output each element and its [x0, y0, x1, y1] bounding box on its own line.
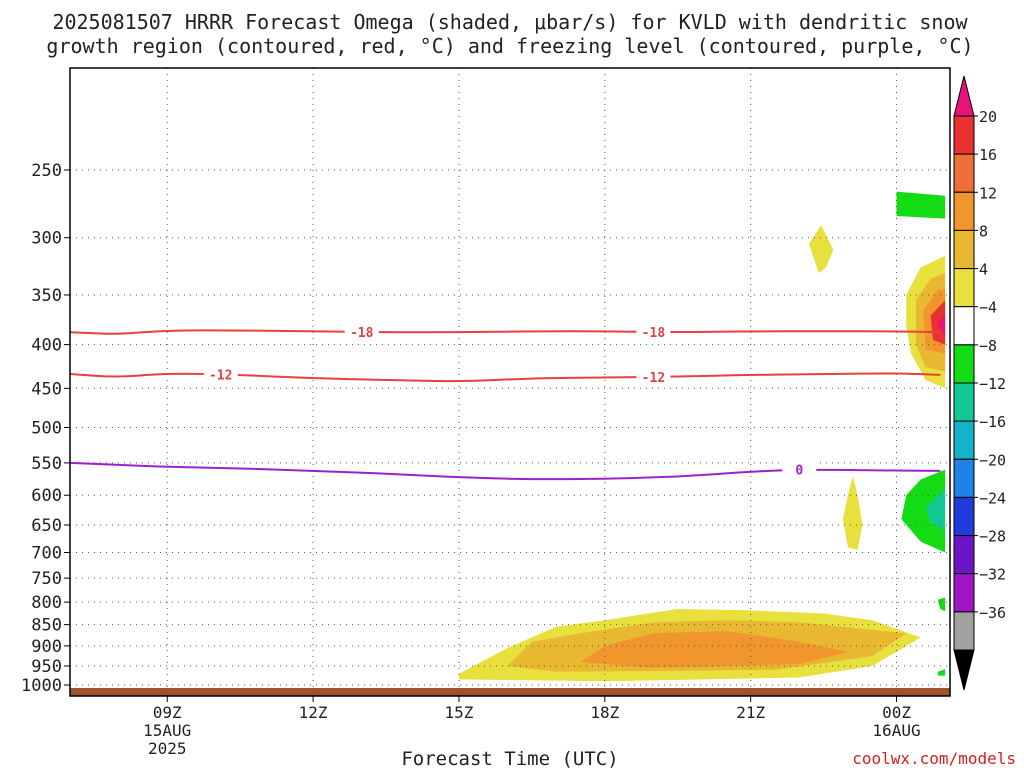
omega-region-9 — [937, 313, 946, 338]
contour-label--12: -12 — [642, 371, 665, 386]
colorbar-label: −4 — [979, 299, 997, 317]
y-tick-label-900: 900 — [31, 637, 62, 657]
colorbar-bottom-arrow — [953, 649, 975, 691]
contour-line--12 — [69, 372, 941, 383]
credit-text: coolwx.com/models — [852, 749, 1016, 768]
colorbar-label: 16 — [979, 146, 997, 164]
contour-label-bg — [344, 323, 379, 340]
omega-shading — [459, 191, 946, 682]
colorbar-segment — [953, 191, 975, 231]
colorbar-label: −28 — [979, 528, 1006, 546]
colorbar-segment — [953, 306, 975, 346]
colorbar-segment — [953, 268, 975, 308]
omega-region-14 — [937, 669, 946, 676]
x-date-label: 15AUG — [143, 721, 191, 740]
y-tick-label-700: 700 — [31, 544, 62, 564]
y-tick-label-950: 950 — [31, 657, 62, 677]
x-tick-label-09Z: 09Z — [153, 703, 182, 722]
y-tick-label-550: 550 — [31, 454, 62, 474]
contour-label-0: 0 — [795, 464, 803, 479]
contours: -18 -18 -12 -12 0 — [69, 323, 941, 481]
x-tick-label-12Z: 12Z — [299, 703, 328, 722]
colorbar-segment — [953, 573, 975, 613]
omega-region-8 — [930, 300, 946, 345]
colorbar-label: −24 — [979, 489, 1006, 507]
contour-line-0 — [69, 461, 941, 481]
contour-label--12: -12 — [209, 368, 232, 383]
colorbar-label: 12 — [979, 184, 997, 202]
y-tick-label-1000: 1000 — [21, 676, 62, 696]
x-tick-label-15Z: 15Z — [444, 703, 473, 722]
pressure-axis: 2503003504004505005506006507007508008509… — [21, 161, 70, 696]
colorbar-segment — [953, 229, 975, 269]
contour-label-bg — [636, 323, 671, 340]
contour-label-bg — [203, 366, 238, 383]
omega-region-13 — [937, 597, 946, 612]
grid — [70, 68, 950, 696]
x-date-label: 16AUG — [872, 721, 920, 740]
colorbar-segment — [953, 420, 975, 460]
colorbar-segment — [953, 344, 975, 384]
y-tick-label-250: 250 — [31, 161, 62, 181]
colorbar-label: −12 — [979, 375, 1006, 393]
omega-region-3 — [809, 225, 834, 274]
x-year-label: 2025 — [148, 739, 187, 758]
contour-label--18: -18 — [642, 326, 666, 341]
omega-region-2 — [580, 631, 848, 668]
contour-label-bg — [636, 368, 671, 385]
y-tick-label-400: 400 — [31, 336, 62, 356]
colorbar-segment — [953, 115, 975, 155]
colorbar-label: −36 — [979, 604, 1006, 622]
colorbar-top-arrow — [953, 75, 975, 117]
colorbar-label: −20 — [979, 451, 1006, 469]
colorbar-label: 8 — [979, 222, 988, 240]
y-tick-label-650: 650 — [31, 516, 62, 536]
colorbar-label: 4 — [979, 261, 988, 279]
y-tick-label-600: 600 — [31, 486, 62, 506]
x-axis-label: Forecast Time (UTC) — [401, 748, 618, 768]
y-tick-label-800: 800 — [31, 593, 62, 613]
y-tick-label-500: 500 — [31, 418, 62, 438]
colorbar: 20 16 12 8 4 −4 −8 −12 −16 −20 −24 −28 −32 −36 — [953, 75, 1006, 691]
colorbar-segment — [953, 458, 975, 498]
colorbar-segment — [953, 153, 975, 193]
colorbar-segment — [953, 382, 975, 422]
colorbar-label: −32 — [979, 566, 1006, 584]
ground-band — [70, 688, 950, 696]
omega-region-4 — [843, 476, 863, 550]
y-tick-label-350: 350 — [31, 286, 62, 306]
contour-label-bg — [782, 461, 817, 478]
x-tick-label-00Z: 00Z — [882, 703, 911, 722]
colorbar-label: 20 — [979, 108, 997, 126]
contour-label--18: -18 — [350, 326, 374, 341]
omega-region-11 — [901, 469, 946, 553]
chart-title-line1: 2025081507 HRRR Forecast Omega (shaded, … — [52, 10, 968, 34]
y-tick-label-450: 450 — [31, 379, 62, 399]
colorbar-segment — [953, 611, 975, 651]
colorbar-label: −16 — [979, 413, 1006, 431]
colorbar-label: −8 — [979, 337, 997, 355]
y-tick-label-850: 850 — [31, 616, 62, 636]
contour-line--18 — [69, 329, 941, 335]
omega-region-12 — [925, 489, 946, 531]
y-tick-label-750: 750 — [31, 569, 62, 589]
chart-title-line2: growth region (contoured, red, °C) and f… — [46, 34, 973, 58]
y-tick-label-300: 300 — [31, 229, 62, 249]
plot-frame — [69, 67, 951, 697]
omega-region-10 — [896, 191, 946, 219]
x-tick-label-21Z: 21Z — [736, 703, 765, 722]
colorbar-segment — [953, 535, 975, 575]
ground-layer — [70, 688, 950, 696]
x-tick-label-18Z: 18Z — [590, 703, 619, 722]
colorbar-segment — [953, 496, 975, 536]
